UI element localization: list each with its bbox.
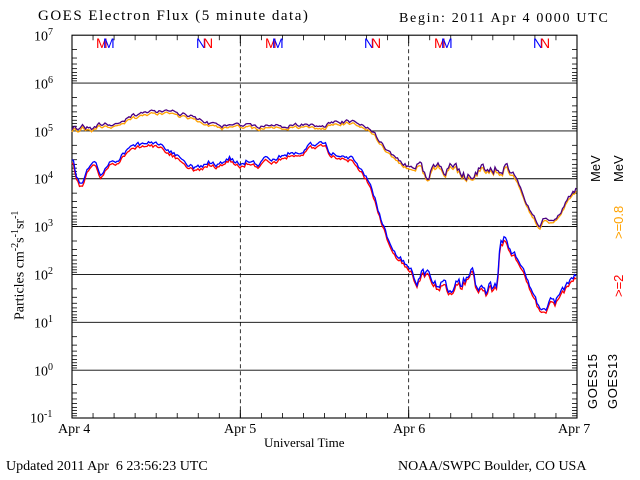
svg-text:MeV: MeV [611, 155, 626, 182]
svg-text:GOES15: GOES15 [585, 353, 600, 409]
svg-text:>=0.8: >=0.8 [611, 206, 626, 239]
svg-text:GOES13: GOES13 [605, 353, 620, 409]
svg-text:MeV: MeV [588, 155, 603, 182]
svg-text:>=2: >=2 [611, 275, 626, 297]
